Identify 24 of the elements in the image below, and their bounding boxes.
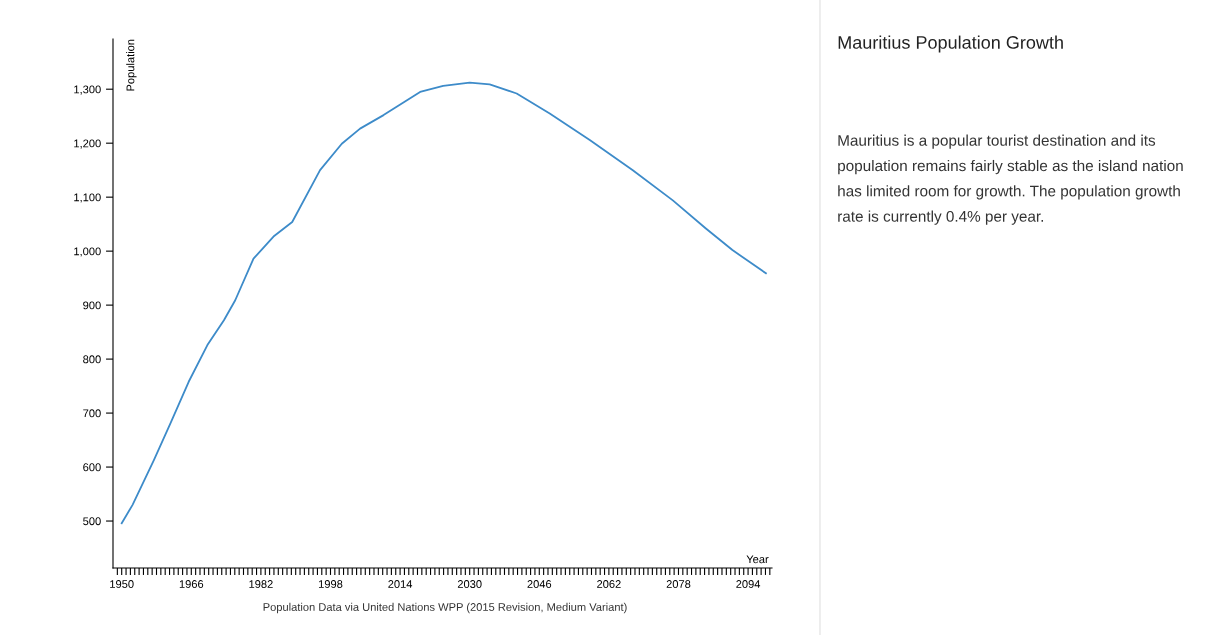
y-tick-label: 700 bbox=[83, 409, 101, 418]
text: Mauritius is a popular tourist destination and its population remains fairly stable as the island nation has limited room for growth. The population growth rate is currently 0.4% per year. bbox=[838, 134, 1183, 225]
x-tick-label: 2014 bbox=[388, 580, 413, 588]
y-tick-label: 600 bbox=[83, 463, 101, 472]
y-tick-label: 1,100 bbox=[74, 193, 101, 203]
y-tick-label: 900 bbox=[83, 301, 101, 310]
x-tick-label: 1950 bbox=[110, 580, 134, 588]
x-tick-label: 2030 bbox=[457, 580, 482, 588]
x-tick-label: 2062 bbox=[597, 580, 621, 588]
x-axis-title: Year bbox=[746, 555, 769, 564]
x-tick-label: 1982 bbox=[249, 580, 273, 588]
y-tick-label: 1,200 bbox=[74, 139, 101, 149]
y-tick-label: 1,000 bbox=[74, 247, 101, 257]
y-tick-label: 800 bbox=[83, 355, 101, 364]
y-tick-label: 500 bbox=[83, 517, 101, 526]
x-tick-label: 1966 bbox=[179, 580, 204, 588]
x-tick-label: 1998 bbox=[318, 580, 343, 588]
text: Population Data via United Nations WPP (2015 Revision, Medium Variant) bbox=[263, 602, 627, 614]
y-tick-label: 1,300 bbox=[74, 85, 101, 95]
x-tick-label: 2094 bbox=[736, 580, 761, 588]
y-axis-title: Population bbox=[126, 39, 137, 91]
x-tick-label: 2046 bbox=[527, 580, 552, 588]
text: Mauritius Population Growth bbox=[838, 35, 1063, 53]
x-tick-label: 2078 bbox=[666, 580, 691, 588]
